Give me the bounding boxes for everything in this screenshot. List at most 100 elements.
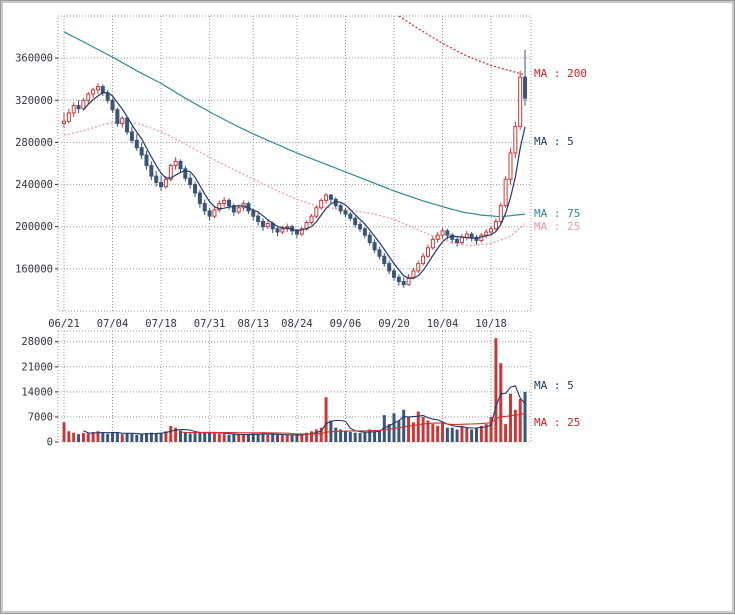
candle: [314, 207, 319, 217]
volume-bar: [183, 432, 187, 442]
candle: [120, 117, 125, 124]
volume-bar: [407, 416, 411, 442]
candle: [362, 228, 367, 236]
date-label: 10/04: [427, 318, 459, 330]
candle: [202, 203, 207, 212]
candle: [435, 234, 440, 240]
candle: [168, 165, 173, 180]
candle: [91, 89, 96, 95]
price-axis-label: 360000: [15, 53, 53, 65]
volume-bar: [319, 427, 323, 442]
candle: [227, 199, 232, 207]
candle: [251, 210, 256, 217]
candle: [129, 131, 134, 141]
candle: [430, 238, 435, 249]
volume-bar: [334, 427, 338, 442]
volume-bar: [208, 431, 212, 442]
volume-bar: [212, 433, 216, 442]
volume-bar: [295, 434, 299, 442]
candle: [265, 223, 270, 228]
volume-bar: [72, 432, 76, 442]
volume-bar: [256, 434, 260, 442]
candle: [159, 181, 164, 188]
candle: [207, 210, 212, 217]
volume-bar: [130, 433, 134, 442]
volume-bar: [285, 434, 289, 442]
volume-bar: [140, 434, 144, 442]
volume-bar: [101, 433, 105, 442]
candle: [377, 249, 382, 257]
candle: [299, 228, 304, 235]
candle: [358, 224, 363, 230]
date-label: 07/04: [97, 318, 129, 330]
volume-bar: [266, 434, 270, 442]
candle: [411, 270, 416, 278]
candle: [479, 234, 484, 241]
volume-bar: [508, 393, 512, 442]
candle: [280, 228, 285, 233]
date-label: 08/24: [281, 318, 313, 330]
candle: [76, 105, 81, 110]
candle: [348, 213, 353, 219]
volume-bar: [499, 363, 503, 442]
candle: [387, 263, 392, 272]
volume-bar: [431, 424, 435, 442]
candle: [493, 220, 498, 230]
volume-bar: [217, 433, 221, 442]
volume-bar: [445, 427, 449, 442]
candle: [343, 210, 348, 215]
candle: [406, 276, 411, 286]
volume-bar: [115, 431, 119, 442]
candle: [309, 215, 314, 224]
volume-bar: [242, 434, 246, 442]
volume-bar: [169, 425, 173, 442]
candle: [513, 126, 518, 154]
volume-bar: [125, 433, 129, 442]
volume-bar: [523, 391, 527, 442]
ma-label-ma75: MA : 75: [534, 207, 580, 220]
candle: [367, 234, 372, 244]
volume-bar: [358, 433, 362, 442]
y-axis-labels: 160000 200000 240000 280000 320000 360000 0 700…: [15, 53, 53, 449]
price-axis-label: 240000: [15, 179, 53, 191]
volume-bar: [382, 415, 386, 442]
volume-bar: [489, 416, 493, 442]
candle: [372, 242, 377, 251]
ma75-line: [63, 31, 526, 218]
date-label: 07/18: [145, 318, 177, 330]
volume-ma-lines: [83, 385, 526, 436]
candle: [338, 205, 343, 212]
volume-bar: [111, 433, 115, 442]
volume-bar: [96, 431, 100, 442]
candle: [81, 99, 86, 110]
volume-bar: [392, 413, 396, 442]
volume-bar: [465, 427, 469, 442]
candlestick-series: [62, 49, 528, 288]
candle: [445, 230, 450, 236]
candle: [382, 255, 387, 265]
volume-bar: [305, 432, 309, 442]
candle: [455, 238, 460, 244]
price-axis-label: 280000: [15, 137, 53, 149]
price-ma-lines: [63, 15, 526, 247]
volume-bar: [149, 432, 153, 442]
date-label: 10/18: [475, 318, 507, 330]
volume-bar: [222, 434, 226, 442]
candle: [139, 147, 144, 156]
volume-bar: [518, 399, 522, 442]
candle: [450, 234, 455, 240]
candle: [421, 255, 426, 265]
volume-bar: [421, 416, 425, 442]
candle: [66, 112, 71, 122]
candle: [71, 105, 76, 114]
volume-bar: [441, 422, 445, 442]
volume-bar: [81, 433, 85, 442]
candle: [508, 152, 513, 180]
volume-bar: [251, 433, 255, 442]
candle: [256, 215, 261, 222]
volume-bar: [77, 434, 81, 442]
candle: [188, 177, 193, 186]
volume-bar: [484, 424, 488, 442]
